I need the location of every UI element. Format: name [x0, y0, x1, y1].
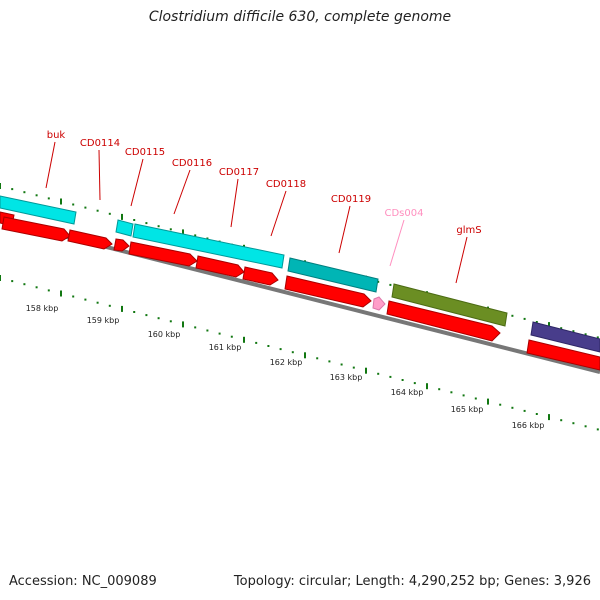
- gene-label[interactable]: CDs004: [385, 208, 424, 219]
- leader-line: [270, 190, 287, 237]
- cds-arrow-cd0118[interactable]: [242, 266, 279, 286]
- gene-bar-cd0115[interactable]: [115, 219, 134, 237]
- scale-label: 161 kbp: [209, 343, 242, 352]
- gene-bar-next[interactable]: [530, 321, 600, 353]
- cds-arrow-cd0119[interactable]: [284, 275, 372, 308]
- leader-line: [173, 169, 191, 215]
- map-title: Clostridium difficile 630, complete geno…: [148, 9, 452, 25]
- gene-labels: buk CD0114 CD0115 CD0116 CD0117 CD0118 C…: [47, 130, 482, 236]
- accession-text: Accession: NC_009089: [9, 574, 157, 589]
- cds-arrow-cd0116[interactable]: [128, 241, 198, 267]
- genome-summary-text: Topology: circular; Length: 4,290,252 bp…: [233, 574, 591, 589]
- ncrna-arrow-cds004[interactable]: [372, 296, 386, 311]
- scale-label: 162 kbp: [270, 358, 303, 367]
- cds-arrows: [0, 211, 600, 371]
- cds-arrow-next[interactable]: [526, 339, 600, 371]
- scale-label: 159 kbp: [87, 316, 120, 325]
- cds-arrow-glms[interactable]: [386, 300, 501, 342]
- label-leaders: [45, 141, 468, 284]
- gene-bars: [0, 195, 600, 353]
- leader-line: [455, 236, 468, 284]
- gene-label[interactable]: CD0119: [331, 194, 371, 205]
- leader-line: [98, 149, 101, 201]
- cds-arrow-buk[interactable]: [1, 216, 71, 242]
- scale-labels: 158 kbp 159 kbp 160 kbp 161 kbp 162 kbp …: [26, 304, 545, 430]
- scale-label: 160 kbp: [148, 330, 181, 339]
- cds-arrow-cd0114[interactable]: [67, 229, 113, 250]
- gene-label[interactable]: CD0118: [266, 179, 306, 190]
- gene-label[interactable]: buk: [47, 130, 66, 141]
- gene-label[interactable]: CD0117: [219, 167, 259, 178]
- scale-label: 158 kbp: [26, 304, 59, 313]
- scale-label: 166 kbp: [512, 421, 545, 430]
- leader-line: [45, 141, 56, 189]
- leader-line: [338, 205, 351, 254]
- scale-tick-row: [0, 275, 599, 431]
- scale-label: 165 kbp: [451, 405, 484, 414]
- leader-line: [230, 178, 239, 228]
- cds-arrow-cd0117[interactable]: [195, 255, 245, 278]
- cds-arrow-cd0115[interactable]: [113, 238, 130, 252]
- gene-label[interactable]: CD0115: [125, 147, 165, 158]
- scale-label: 164 kbp: [391, 388, 424, 397]
- scale-label: 163 kbp: [330, 373, 363, 382]
- leader-line: [389, 219, 405, 267]
- gene-label[interactable]: glmS: [456, 225, 481, 236]
- gene-label[interactable]: CD0116: [172, 158, 212, 169]
- gene-bar-buk[interactable]: [0, 195, 77, 225]
- gene-bar-glms[interactable]: [391, 283, 508, 327]
- leader-line: [130, 158, 144, 207]
- gene-label[interactable]: CD0114: [80, 138, 120, 149]
- gene-bar-cd0119[interactable]: [287, 257, 379, 293]
- gene-bar-cd0116[interactable]: [132, 223, 285, 269]
